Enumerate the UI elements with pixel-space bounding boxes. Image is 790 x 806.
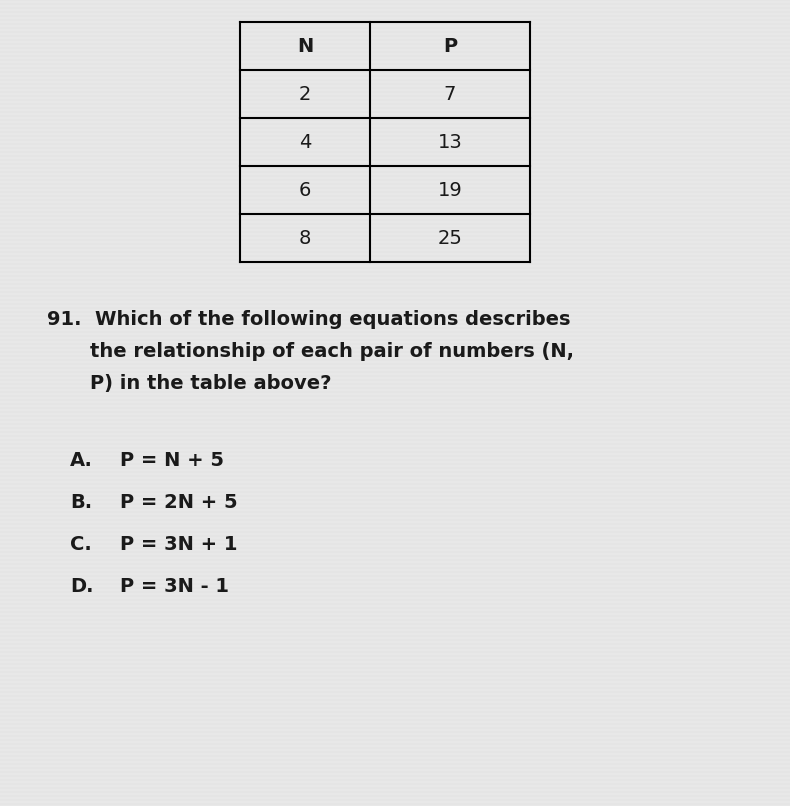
Text: B.: B. bbox=[70, 493, 92, 512]
Text: 25: 25 bbox=[438, 228, 462, 247]
Text: A.: A. bbox=[70, 451, 93, 470]
Text: C.: C. bbox=[70, 535, 92, 554]
Text: 8: 8 bbox=[299, 228, 311, 247]
Text: P: P bbox=[443, 36, 457, 56]
Text: 13: 13 bbox=[438, 132, 462, 152]
Text: 2: 2 bbox=[299, 85, 311, 103]
Text: P = N + 5: P = N + 5 bbox=[120, 451, 224, 470]
Text: P = 3N - 1: P = 3N - 1 bbox=[120, 577, 229, 596]
Text: 19: 19 bbox=[438, 181, 462, 200]
Text: 7: 7 bbox=[444, 85, 456, 103]
Text: 4: 4 bbox=[299, 132, 311, 152]
Text: the relationship of ea​ch pair of numbers (N,: the relationship of ea​ch pair of number… bbox=[90, 342, 574, 361]
Text: 6: 6 bbox=[299, 181, 311, 200]
Text: 91.  Which of the following equations describes: 91. Which of the following equations des… bbox=[47, 310, 570, 329]
Text: P) in the table above?: P) in the table above? bbox=[90, 374, 332, 393]
Text: N: N bbox=[297, 36, 313, 56]
Text: D.: D. bbox=[70, 577, 93, 596]
Text: P = 2N + 5: P = 2N + 5 bbox=[120, 493, 238, 512]
Text: P = 3N + 1: P = 3N + 1 bbox=[120, 535, 238, 554]
